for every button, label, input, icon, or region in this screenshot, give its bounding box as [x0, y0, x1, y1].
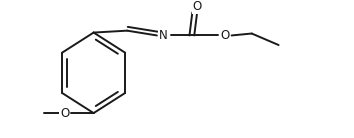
- Text: O: O: [220, 29, 229, 42]
- Text: N: N: [159, 29, 168, 42]
- Text: O: O: [193, 0, 202, 13]
- Text: O: O: [60, 107, 69, 120]
